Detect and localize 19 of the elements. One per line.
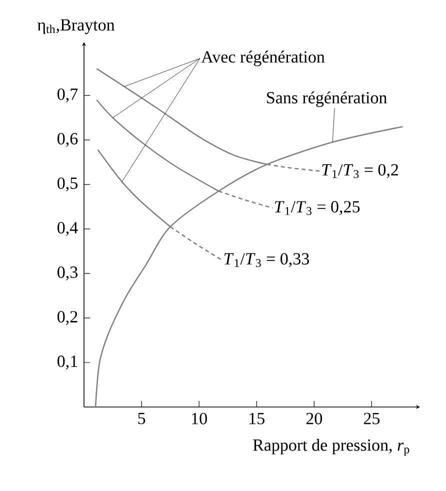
x-tick-label: 5	[138, 412, 146, 424]
annotation: T$_{1}$/T$_{3}$ = 0,2	[322, 164, 398, 178]
annotation: Avec régénération	[201, 50, 325, 66]
y-tick-label: 0,6	[58, 132, 78, 147]
annotation: T$_{1}$/T$_{3}$ = 0,25	[275, 201, 360, 216]
y-axis-title: η$_{th}$,Brayton	[37, 19, 115, 34]
y-tick-label: 0,7	[58, 88, 78, 102]
y-tick-label: 0,3	[58, 266, 78, 280]
y-tick-label: 0,2	[58, 311, 78, 325]
annotation: T$_{1}$/T$_{3}$ = 0,33	[224, 253, 309, 268]
annotation: Sans régénération	[267, 91, 387, 107]
y-tick-label: 0,5	[58, 177, 78, 192]
x-tick-label: 25	[364, 412, 380, 424]
x-tick-label: 15	[250, 412, 264, 424]
x-tick-label: 20	[306, 412, 322, 424]
x-tick-label: 10	[192, 412, 207, 424]
x-axis-title: Rapport de pression, r$_{p}$	[253, 438, 410, 456]
y-tick-label: 0,4	[58, 222, 78, 236]
y-tick-label: 0,1	[58, 356, 78, 370]
